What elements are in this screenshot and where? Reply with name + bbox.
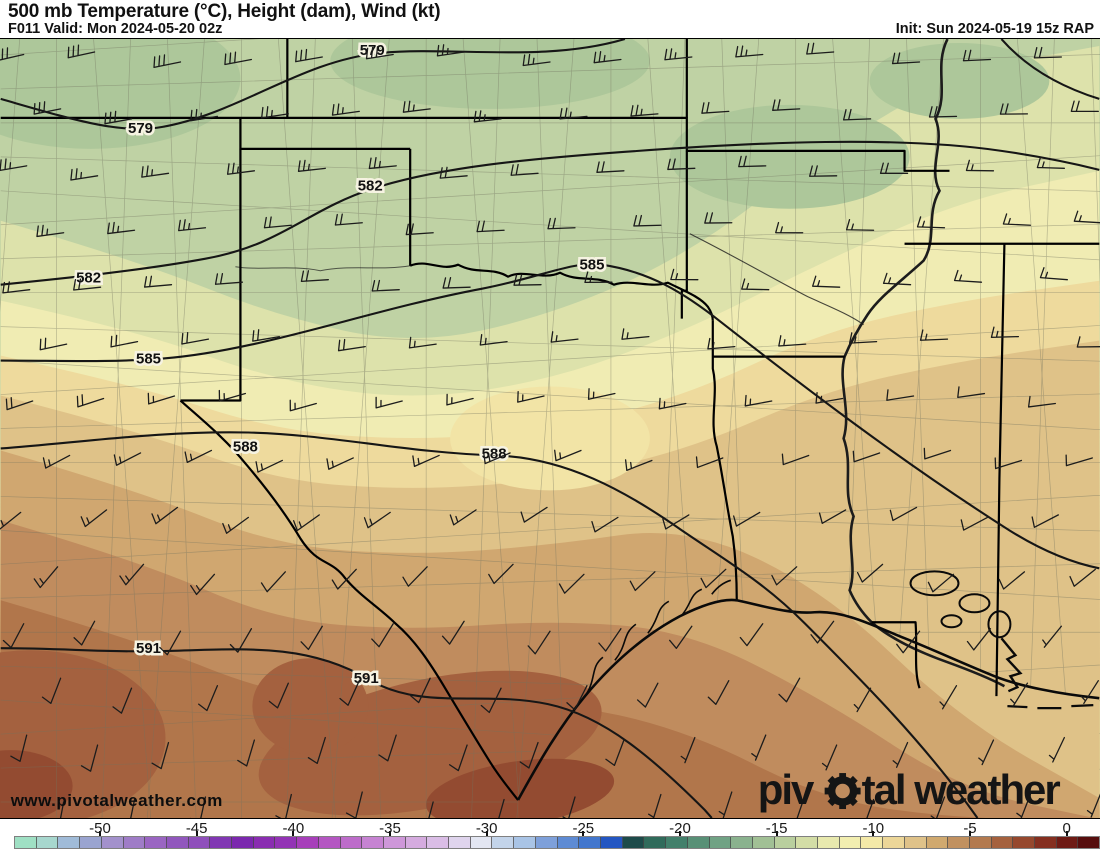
colorbar-cell: [232, 837, 254, 848]
colorbar-cell: [362, 837, 384, 848]
colorbar-tick-label: -10: [862, 820, 885, 837]
colorbar-cell: [318, 837, 341, 848]
contour-label: 582: [358, 178, 383, 195]
colorbar-cell: [1056, 837, 1079, 848]
colorbar-cell: [188, 837, 211, 848]
colorbar-cell: [123, 837, 146, 848]
colorbar-cell: [752, 837, 775, 848]
colorbar-cell: [687, 837, 710, 848]
colorbar-cell: [101, 837, 124, 848]
colorbar-tick-label: -20: [669, 820, 691, 837]
colorbar-cell: [405, 837, 428, 848]
colorbar-cell: [666, 837, 688, 848]
valid-time-label: F011 Valid: Mon 2024-05-20 02z: [8, 21, 223, 37]
colorbar-tick-label: -35: [379, 820, 401, 837]
colorbar-cell: [1078, 837, 1100, 848]
colorbar-cell: [1035, 837, 1057, 848]
contour-label: 585: [579, 257, 604, 274]
contour-label: 591: [136, 640, 161, 657]
colorbar-tick-marks: [0, 831, 1100, 836]
state-borders: [0, 39, 1100, 801]
logo-text-tal-weather: tal weather: [862, 766, 1061, 813]
init-time-label: Init: Sun 2024-05-19 15z RAP: [895, 21, 1094, 37]
header: 500 mb Temperature (°C), Height (dam), W…: [0, 0, 1100, 38]
colorbar-cell: [579, 837, 601, 848]
colorbar-cell: [991, 837, 1014, 848]
colorbar-tick-label: -30: [475, 820, 498, 837]
colorbar-cell: [644, 837, 667, 848]
contour-label: 582: [76, 270, 101, 287]
colorbar-cell: [58, 837, 81, 848]
colorbar-cell: [861, 837, 884, 848]
colorbar-cell: [796, 837, 819, 848]
colorbar-cell: [883, 837, 905, 848]
colorbar-cell: [340, 837, 363, 848]
colorbar-tick-label: -50: [89, 820, 111, 837]
colorbar-cell: [557, 837, 580, 848]
colorbar-cell: [535, 837, 558, 848]
coastline: [516, 570, 1100, 801]
colorbar-cell: [15, 837, 37, 848]
contour-label: 585: [136, 351, 161, 368]
colorbar-tick-label: -15: [765, 820, 788, 837]
colorbar-cell: [492, 837, 515, 848]
colorbar-tick-labels: -50 -45 -40 -35 -30 -25 -20 -15 -10 -5 0: [0, 819, 1100, 837]
contour-label: 588: [233, 438, 258, 455]
colorbar-cell: [145, 837, 167, 848]
page-title: 500 mb Temperature (°C), Height (dam), W…: [8, 1, 441, 22]
wind-barbs: [0, 42, 1100, 818]
colorbar-tick-label: -5: [963, 820, 977, 837]
colorbar-cell: [904, 837, 927, 848]
colorbar-tick-label: -40: [282, 820, 305, 837]
contour-label: 591: [354, 670, 379, 687]
colorbar-cell: [36, 837, 59, 848]
colorbar-cell: [166, 837, 189, 848]
colorbar-cell: [470, 837, 493, 848]
colorbar-cell: [80, 837, 102, 848]
colorbar-cell: [1013, 837, 1036, 848]
colorbar-tick-label: 0: [1062, 820, 1071, 837]
weather-map[interactable]: 579 579 582 582 585 585 588 588 591 591 www.pivota…: [0, 38, 1100, 819]
colorbar-cell: [774, 837, 797, 848]
watermark-url: www.pivotalweather.com: [10, 791, 223, 810]
temperature-colorbar: [14, 836, 1100, 849]
brand-logo[interactable]: piv tal weather: [758, 766, 1063, 813]
colorbar-cell: [926, 837, 949, 848]
logo-text-piv: piv: [758, 766, 815, 813]
colorbar-cell: [383, 837, 406, 848]
colorbar-cell: [818, 837, 840, 848]
colorbar-cell: [449, 837, 471, 848]
colorbar-tick-label: -45: [185, 820, 208, 837]
colorbar-cell: [839, 837, 862, 848]
colorbar-cell: [731, 837, 753, 848]
colorbar-cell: [275, 837, 298, 848]
colorbar-cell: [210, 837, 233, 848]
colorbar-cell: [514, 837, 536, 848]
colorbar-cell: [969, 837, 992, 848]
colorbar-cell: [297, 837, 319, 848]
colorbar-cell: [253, 837, 276, 848]
contour-label: 588: [482, 445, 507, 462]
colorbar-cell: [600, 837, 623, 848]
colorbar-cell: [948, 837, 970, 848]
colorbar-cell: [622, 837, 645, 848]
contour-label: 579: [128, 120, 153, 137]
colorbar-cell: [709, 837, 732, 848]
colorbar-tick-label: -25: [572, 820, 595, 837]
gear-icon: [824, 773, 861, 810]
colorbar-cell: [427, 837, 450, 848]
